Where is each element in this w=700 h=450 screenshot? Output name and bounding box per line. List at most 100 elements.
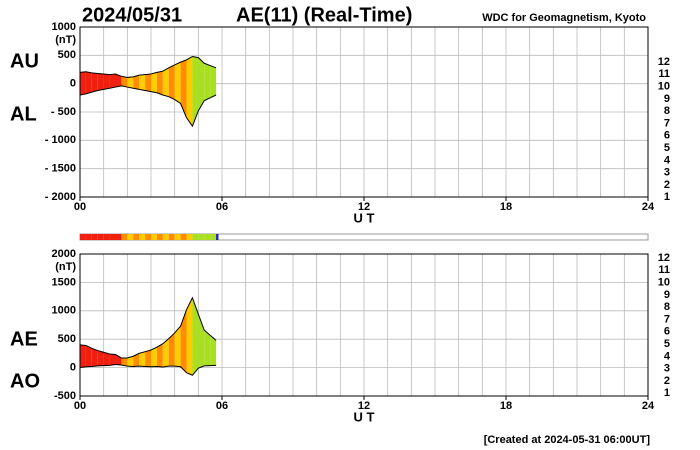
band-segment (151, 347, 157, 367)
station-count (204, 234, 211, 240)
station-count (80, 234, 86, 240)
footer: [Created at 2024-05-31 06:00UT] (484, 434, 651, 446)
station-count (216, 234, 219, 240)
legend-label: 10 (658, 81, 670, 93)
legend-label: 8 (664, 105, 670, 117)
legend-label: 11 (658, 264, 670, 276)
legend-label: 12 (658, 56, 670, 68)
station-count (162, 234, 169, 240)
legend-label: 7 (664, 313, 670, 325)
x-tick-label: 00 (74, 201, 86, 213)
x-tick-label: 06 (216, 400, 228, 412)
band-segment (91, 348, 98, 367)
y-tick-label: 500 (58, 49, 76, 61)
band-segment (198, 57, 205, 111)
band-segment (85, 71, 92, 94)
legend-label: 7 (664, 117, 670, 129)
plot-frame (79, 26, 649, 198)
y-tick-label: - 1500 (45, 163, 76, 175)
station-count (139, 234, 146, 240)
y-tick-label: -500 (54, 390, 76, 402)
station-count (156, 234, 163, 240)
station-count (103, 234, 110, 240)
y-tick-label: - 1000 (45, 134, 76, 146)
y-unit: (nT) (55, 34, 76, 46)
band-segment (156, 343, 163, 368)
legend-label: 3 (664, 167, 670, 179)
legend-label: 4 (664, 154, 671, 166)
band-segment (139, 74, 146, 91)
station-count (198, 234, 205, 240)
band-segment (204, 63, 211, 101)
y-tick-label: - 2000 (45, 191, 76, 203)
band-segment (168, 64, 175, 100)
series-label: AU (10, 50, 39, 72)
band-segment (156, 71, 163, 95)
station-count (180, 234, 187, 240)
legend-label: 2 (664, 179, 670, 191)
band-segment (109, 353, 116, 366)
x-tick-label: 24 (642, 201, 655, 213)
x-axis-label: U T (354, 210, 375, 225)
station-count (85, 234, 92, 240)
band-segment (168, 332, 175, 367)
station-count (115, 234, 122, 240)
band-segment (85, 345, 92, 367)
band-segment (133, 75, 140, 90)
x-tick-label: 12 (358, 201, 370, 213)
date: 2024/05/31 (82, 4, 182, 26)
band-segment (192, 297, 199, 376)
band-segment (210, 65, 217, 98)
band-segment (145, 349, 151, 367)
legend-label: 9 (664, 289, 670, 301)
legend-label: 3 (664, 363, 670, 375)
legend-label: 11 (658, 68, 670, 80)
y-unit: (nT) (55, 261, 76, 273)
station-count (91, 234, 98, 240)
series-label: AE (10, 328, 38, 350)
series-line (79, 55, 217, 78)
band-segment (198, 314, 205, 369)
station-count (186, 234, 193, 240)
band-segment (192, 56, 199, 127)
band-segment (180, 309, 187, 373)
band-segment (97, 350, 104, 366)
x-tick-label: 06 (216, 201, 228, 213)
y-tick-label: - 500 (51, 106, 76, 118)
legend-label: 6 (664, 326, 670, 338)
station-count (210, 234, 217, 240)
band-segment (145, 74, 151, 92)
legend-label: 12 (658, 252, 670, 264)
band-segment (109, 74, 116, 89)
band-segment (80, 344, 86, 368)
y-tick-label: 2000 (52, 248, 76, 260)
x-tick-label: 18 (500, 400, 512, 412)
legend-label: 1 (664, 387, 670, 399)
station-count (127, 234, 134, 240)
band-segment (80, 71, 86, 95)
legend-label: 2 (664, 375, 670, 387)
legend-label: 4 (664, 350, 671, 362)
band-segment (204, 330, 211, 366)
station-count (133, 234, 140, 240)
legend-label: 5 (664, 338, 670, 350)
series-line (79, 85, 217, 128)
y-tick-label: 0 (70, 362, 76, 374)
band-segment (115, 74, 122, 88)
band-segment (174, 326, 181, 367)
chart-title: AE(11) (Real-Time) (236, 4, 412, 26)
series-line (79, 296, 217, 359)
series-line (79, 363, 217, 376)
band-segment (127, 76, 134, 89)
band-segment (121, 76, 128, 88)
band-segment (103, 352, 110, 366)
band-segment (97, 73, 104, 91)
y-tick-label: 0 (70, 78, 76, 90)
station-count (109, 234, 116, 240)
series-label: AL (10, 103, 37, 125)
x-tick-label: 24 (642, 400, 655, 412)
x-tick-label: 00 (74, 400, 86, 412)
legend-label: 8 (664, 301, 670, 313)
y-tick-label: 1500 (52, 276, 76, 288)
